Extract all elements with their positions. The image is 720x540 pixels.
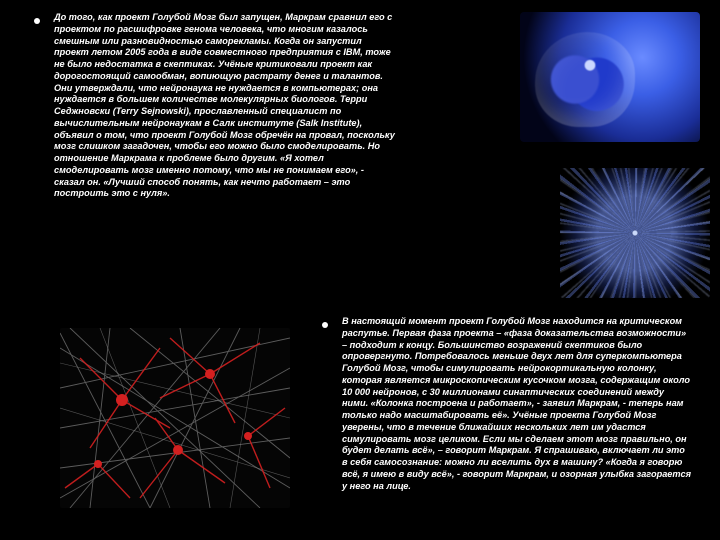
neural-burst-image: [560, 168, 710, 298]
slide: До того, как проект Голубой Мозг был зап…: [0, 0, 720, 540]
neurons-svg: [60, 328, 290, 508]
paragraph-1: До того, как проект Голубой Мозг был зап…: [54, 12, 396, 200]
bullet-dot-2: [322, 322, 328, 328]
paragraph-2: В настоящий момент проект Голубой Мозг н…: [342, 316, 692, 492]
paragraph-1-container: До того, как проект Голубой Мозг был зап…: [54, 12, 396, 200]
brain-image: [520, 12, 700, 142]
paragraph-2-container: В настоящий момент проект Голубой Мозг н…: [342, 316, 692, 492]
neurons-image: [60, 328, 290, 508]
bullet-dot-1: [34, 18, 40, 24]
